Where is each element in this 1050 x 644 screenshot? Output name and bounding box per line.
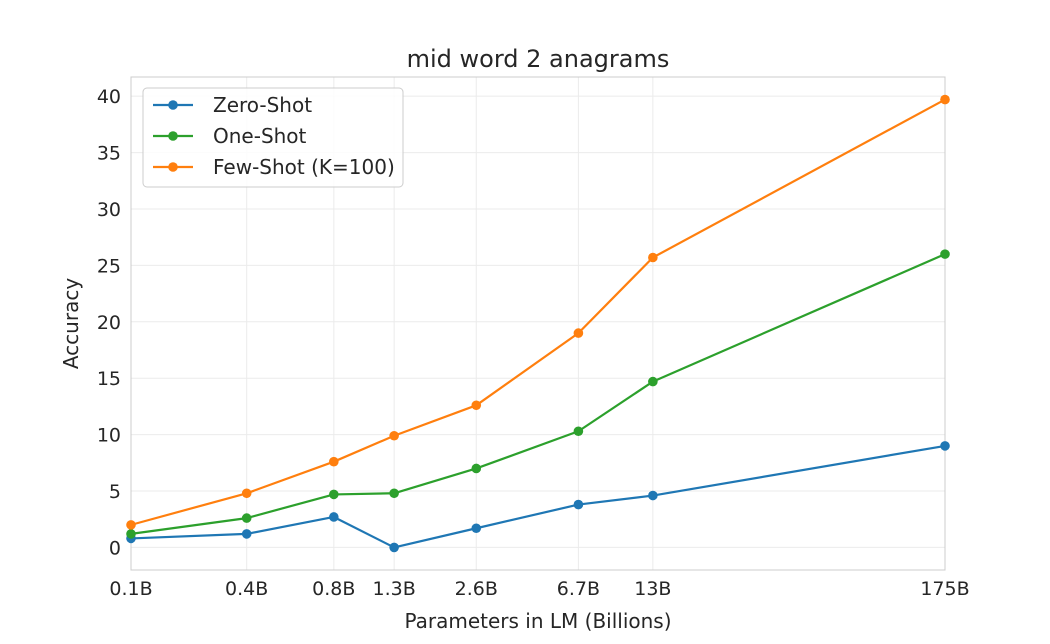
data-point bbox=[126, 529, 136, 539]
plot-border bbox=[130, 76, 946, 571]
y-tick-label: 10 bbox=[97, 425, 121, 447]
legend-item: Few-Shot (K=100) bbox=[153, 155, 395, 179]
data-point bbox=[940, 94, 950, 105]
grid bbox=[130, 76, 946, 571]
series-line bbox=[130, 253, 946, 535]
chart-title: mid word 2 anagrams bbox=[407, 45, 670, 73]
y-tick-label: 30 bbox=[97, 199, 121, 221]
series-line bbox=[130, 98, 946, 526]
x-tick-label: 175B bbox=[920, 578, 969, 600]
data-point bbox=[241, 529, 252, 539]
series-group bbox=[126, 94, 950, 553]
data-point bbox=[573, 426, 584, 437]
data-point bbox=[648, 490, 658, 501]
x-axis-ticks: 0.1B 0.4B 0.8B 1.3B 2.6B 6.7B 13B 175B bbox=[109, 578, 969, 600]
data-point bbox=[126, 520, 136, 530]
legend-item: One-Shot bbox=[153, 124, 307, 148]
x-tick-label: 2.6B bbox=[455, 578, 498, 600]
data-point bbox=[389, 430, 399, 441]
series-line bbox=[130, 444, 946, 549]
legend-label: One-Shot bbox=[213, 124, 307, 148]
data-point bbox=[471, 523, 482, 534]
y-tick-label: 5 bbox=[109, 481, 121, 503]
legend-swatch-marker bbox=[168, 131, 178, 141]
y-tick-label: 40 bbox=[97, 86, 121, 108]
series-1 bbox=[126, 249, 950, 539]
y-tick-label: 15 bbox=[97, 368, 121, 390]
y-axis-label: Accuracy bbox=[59, 278, 83, 369]
data-point bbox=[389, 542, 399, 553]
data-point bbox=[471, 463, 482, 474]
legend: Zero-Shot One-Shot Few-Shot (K=100) bbox=[142, 87, 404, 188]
data-point bbox=[329, 512, 339, 522]
legend-label: Zero-Shot bbox=[213, 93, 312, 117]
legend-swatch-marker bbox=[168, 162, 178, 172]
x-tick-label: 1.3B bbox=[373, 578, 416, 600]
data-point bbox=[241, 488, 252, 499]
series-2 bbox=[126, 94, 950, 530]
x-tick-label: 6.7B bbox=[557, 578, 600, 600]
legend-swatch-marker bbox=[168, 100, 178, 110]
y-tick-label: 0 bbox=[109, 537, 121, 559]
legend-label: Few-Shot (K=100) bbox=[213, 155, 395, 179]
y-tick-label: 25 bbox=[97, 255, 121, 277]
data-point bbox=[471, 400, 482, 411]
legend-box bbox=[142, 87, 404, 188]
data-point bbox=[573, 328, 584, 338]
x-tick-label: 0.1B bbox=[109, 578, 152, 600]
data-point bbox=[389, 488, 399, 499]
x-tick-label: 0.8B bbox=[312, 578, 355, 600]
data-point bbox=[573, 499, 584, 510]
y-axis-ticks: 0 5 10 15 20 25 30 35 40 bbox=[97, 86, 121, 559]
x-tick-label: 13B bbox=[634, 578, 671, 600]
x-tick-label: 0.4B bbox=[225, 578, 268, 600]
legend-item: Zero-Shot bbox=[153, 93, 312, 117]
data-point bbox=[940, 441, 950, 451]
y-tick-label: 35 bbox=[97, 143, 121, 165]
data-point bbox=[241, 513, 252, 523]
data-point bbox=[940, 249, 950, 259]
data-point bbox=[648, 376, 658, 387]
data-point bbox=[329, 489, 339, 500]
x-axis-label: Parameters in LM (Billions) bbox=[404, 609, 671, 633]
y-tick-label: 20 bbox=[97, 312, 121, 334]
data-point bbox=[329, 456, 339, 467]
data-point bbox=[648, 252, 658, 263]
